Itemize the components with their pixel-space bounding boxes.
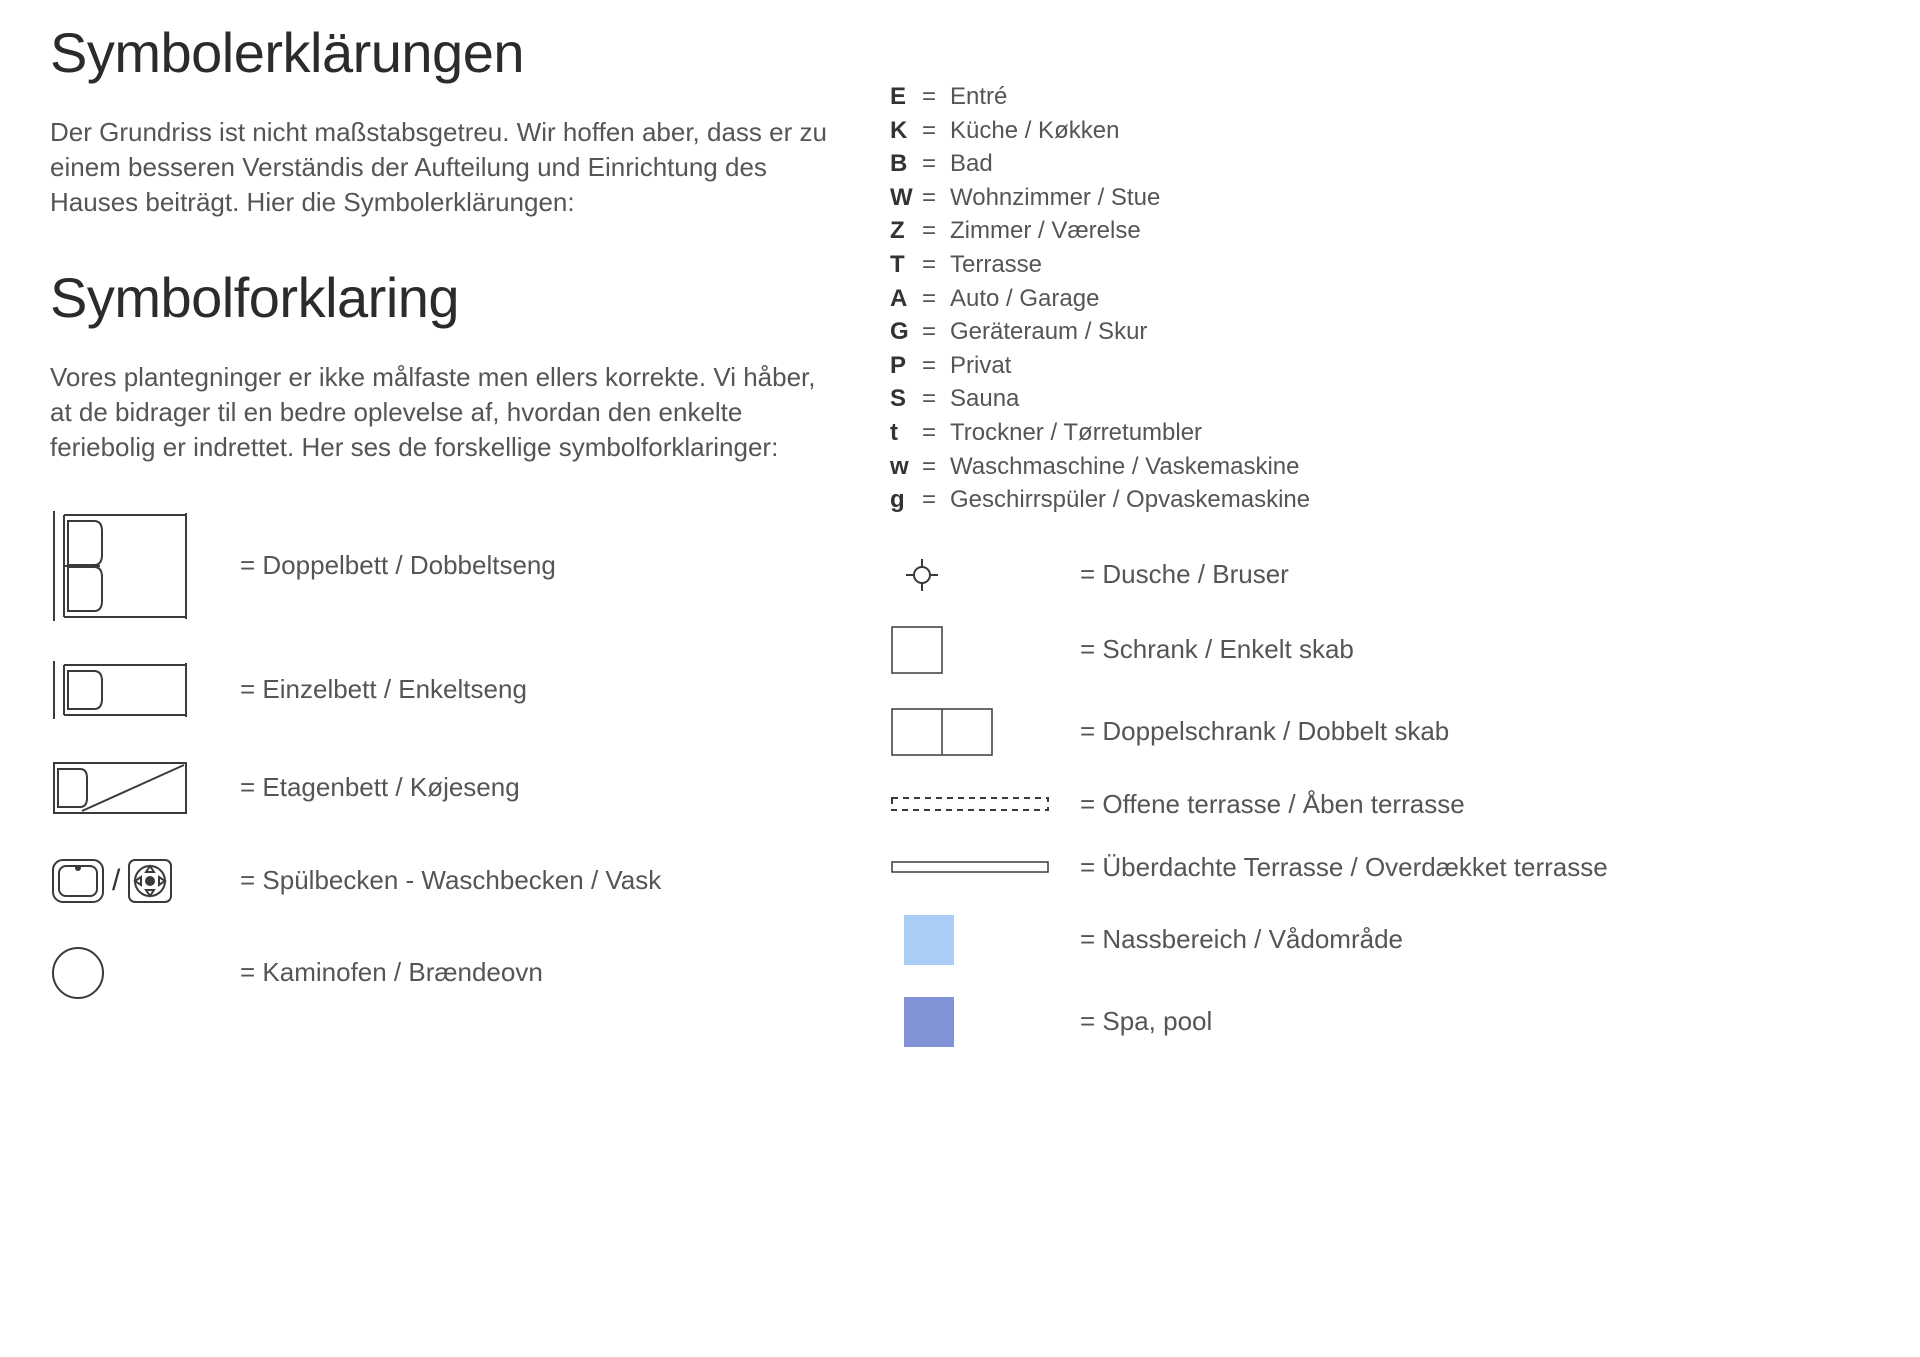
intro-german: Der Grundriss ist nicht maßstabsgetreu. …	[50, 115, 830, 220]
covered-terrace-icon	[890, 860, 1060, 874]
spa-label: = Spa, pool	[1080, 1006, 1212, 1037]
abbr-eq: =	[922, 80, 950, 114]
abbr-row: Z=Zimmer / Værelse	[890, 214, 1870, 248]
row-open-terrace: = Offene terrasse / Åben terrasse	[890, 789, 1870, 820]
abbr-value: Zimmer / Værelse	[950, 214, 1141, 248]
abbreviation-list: E=EntréK=Küche / KøkkenB=BadW=Wohnzimmer…	[890, 80, 1870, 517]
abbr-key: t	[890, 416, 922, 450]
double-closet-icon	[890, 707, 1060, 757]
row-bunk-bed: = Etagenbett / Køjeseng	[50, 759, 830, 817]
shower-label: = Dusche / Bruser	[1080, 559, 1289, 590]
abbr-key: A	[890, 282, 922, 316]
covered-terrace-label: = Überdachte Terrasse / Overdækket terra…	[1080, 852, 1608, 883]
abbr-key: Z	[890, 214, 922, 248]
open-terrace-label: = Offene terrasse / Åben terrasse	[1080, 789, 1465, 820]
double-bed-icon	[50, 511, 220, 621]
row-covered-terrace: = Überdachte Terrasse / Overdækket terra…	[890, 852, 1870, 883]
abbr-eq: =	[922, 416, 950, 450]
abbr-eq: =	[922, 248, 950, 282]
double-closet-label: = Doppelschrank / Dobbelt skab	[1080, 716, 1449, 747]
abbr-row: E=Entré	[890, 80, 1870, 114]
row-stove: = Kaminofen / Brændeovn	[50, 945, 830, 1001]
closet-icon	[890, 625, 1060, 675]
abbr-eq: =	[922, 282, 950, 316]
abbr-key: T	[890, 248, 922, 282]
abbr-value: Geschirrspüler / Opvaskemaskine	[950, 483, 1310, 517]
row-double-bed: = Doppelbett / Dobbeltseng	[50, 511, 830, 621]
stove-label: = Kaminofen / Brændeovn	[240, 957, 543, 988]
abbr-key: P	[890, 349, 922, 383]
row-closet: = Schrank / Enkelt skab	[890, 625, 1870, 675]
abbr-eq: =	[922, 483, 950, 517]
abbr-value: Geräteraum / Skur	[950, 315, 1147, 349]
abbr-value: Auto / Garage	[950, 282, 1099, 316]
abbr-row: K=Küche / Køkken	[890, 114, 1870, 148]
abbr-eq: =	[922, 349, 950, 383]
abbr-row: G=Geräteraum / Skur	[890, 315, 1870, 349]
sink-label: = Spülbecken - Waschbecken / Vask	[240, 865, 661, 896]
row-shower: = Dusche / Bruser	[890, 557, 1870, 593]
sink-icon: /	[50, 857, 220, 905]
abbr-value: Privat	[950, 349, 1011, 383]
abbr-key: G	[890, 315, 922, 349]
wet-area-label: = Nassbereich / Vådområde	[1080, 924, 1403, 955]
abbr-row: P=Privat	[890, 349, 1870, 383]
title-danish: Symbolforklaring	[50, 265, 830, 330]
abbr-eq: =	[922, 181, 950, 215]
shower-icon	[890, 557, 1060, 593]
abbr-key: K	[890, 114, 922, 148]
abbr-row: t=Trockner / Tørretumbler	[890, 416, 1870, 450]
abbr-eq: =	[922, 114, 950, 148]
abbr-value: Sauna	[950, 382, 1019, 416]
row-double-closet: = Doppelschrank / Dobbelt skab	[890, 707, 1870, 757]
abbr-value: Wohnzimmer / Stue	[950, 181, 1160, 215]
closet-label: = Schrank / Enkelt skab	[1080, 634, 1354, 665]
row-sink: / = Spülbecken - Waschbecken / Vask	[50, 857, 830, 905]
abbr-row: B=Bad	[890, 147, 1870, 181]
abbr-value: Bad	[950, 147, 993, 181]
abbr-value: Trockner / Tørretumbler	[950, 416, 1202, 450]
abbr-key: S	[890, 382, 922, 416]
abbr-value: Terrasse	[950, 248, 1042, 282]
abbr-row: S=Sauna	[890, 382, 1870, 416]
abbr-value: Küche / Køkken	[950, 114, 1119, 148]
title-german: Symbolerklärungen	[50, 20, 830, 85]
single-bed-label: = Einzelbett / Enkeltseng	[240, 674, 527, 705]
intro-danish: Vores plantegninger er ikke målfaste men…	[50, 360, 830, 465]
bunk-bed-icon	[50, 759, 220, 817]
open-terrace-icon	[890, 796, 1060, 812]
abbr-eq: =	[922, 315, 950, 349]
stove-icon	[50, 945, 220, 1001]
single-bed-icon	[50, 661, 220, 719]
abbr-key: W	[890, 181, 922, 215]
row-wet-area: = Nassbereich / Vådområde	[890, 915, 1870, 965]
abbr-eq: =	[922, 214, 950, 248]
abbr-row: w=Waschmaschine / Vaskemaskine	[890, 450, 1870, 484]
abbr-key: g	[890, 483, 922, 517]
abbr-key: B	[890, 147, 922, 181]
abbr-row: T=Terrasse	[890, 248, 1870, 282]
abbr-key: E	[890, 80, 922, 114]
abbr-eq: =	[922, 382, 950, 416]
row-spa: = Spa, pool	[890, 997, 1870, 1047]
row-single-bed: = Einzelbett / Enkeltseng	[50, 661, 830, 719]
abbr-eq: =	[922, 147, 950, 181]
wet-area-icon	[890, 915, 1060, 965]
double-bed-label: = Doppelbett / Dobbeltseng	[240, 550, 556, 581]
bunk-bed-label: = Etagenbett / Køjeseng	[240, 772, 520, 803]
abbr-value: Waschmaschine / Vaskemaskine	[950, 450, 1299, 484]
abbr-key: w	[890, 450, 922, 484]
abbr-eq: =	[922, 450, 950, 484]
abbr-row: g=Geschirrspüler / Opvaskemaskine	[890, 483, 1870, 517]
abbr-row: W=Wohnzimmer / Stue	[890, 181, 1870, 215]
abbr-row: A=Auto / Garage	[890, 282, 1870, 316]
abbr-value: Entré	[950, 80, 1007, 114]
spa-icon	[890, 997, 1060, 1047]
